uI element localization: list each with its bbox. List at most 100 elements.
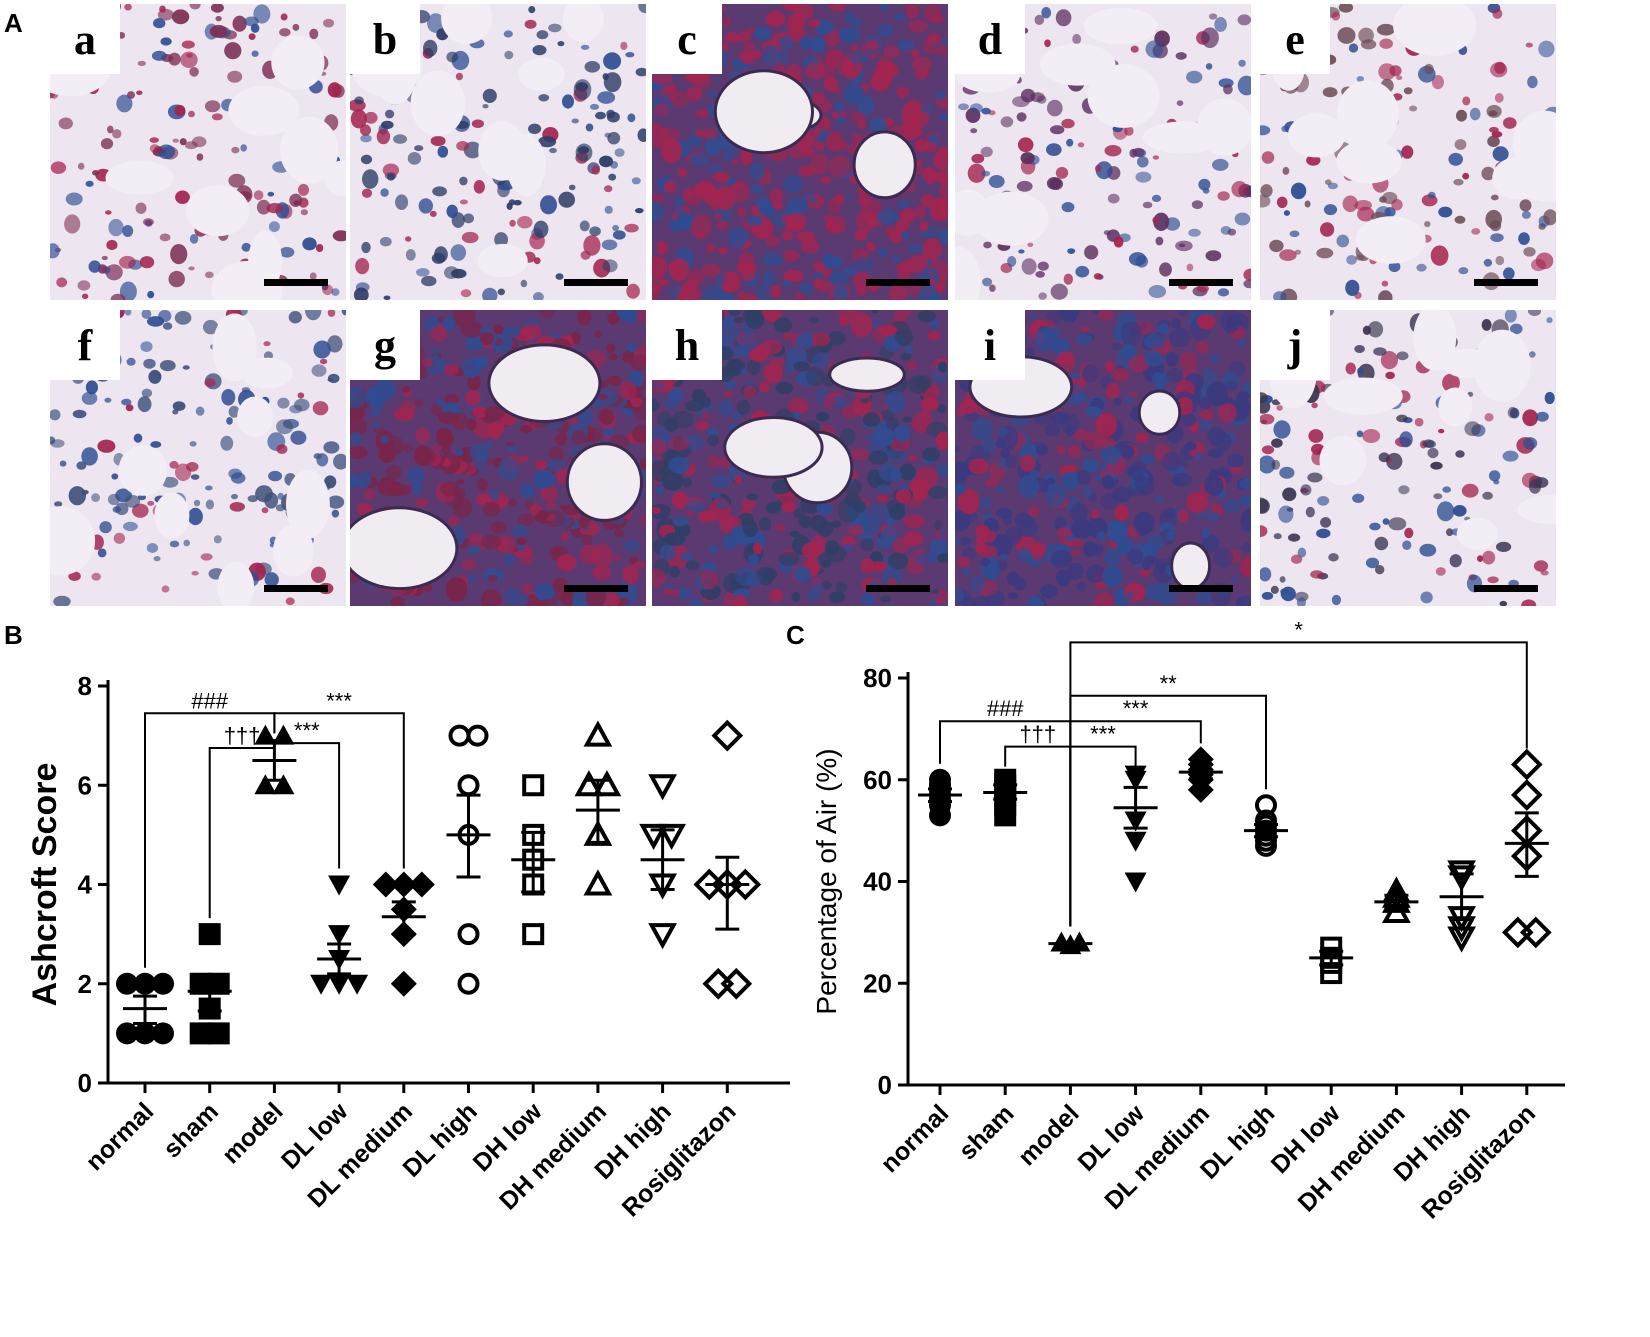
data-point <box>390 871 417 898</box>
bracket-line <box>1069 641 1528 927</box>
series-dl-high <box>446 724 491 995</box>
x-tick-label: normal <box>875 1099 954 1178</box>
micrograph-label: b <box>350 4 420 74</box>
data-point <box>272 774 295 795</box>
scale-bar <box>264 585 328 592</box>
data-point <box>189 1022 212 1045</box>
data-point <box>457 972 480 995</box>
data-point <box>1501 916 1534 949</box>
scale-bar <box>1474 279 1538 286</box>
scale-bar <box>564 279 628 286</box>
data-point <box>592 770 622 797</box>
data-point <box>134 1022 156 1045</box>
panel-label-c: C <box>786 620 805 650</box>
micrograph-label: e <box>1260 4 1330 74</box>
micrograph-label: j <box>1260 310 1330 380</box>
x-tick-label: Rosiglitazon <box>1416 1099 1541 1224</box>
bracket-line <box>1069 745 1137 927</box>
data-point <box>457 923 480 946</box>
micrograph-label: i <box>955 310 1025 380</box>
data-point <box>574 770 604 797</box>
data-point <box>702 967 735 1000</box>
data-point <box>929 768 951 791</box>
data-point <box>457 774 480 797</box>
significance-label: ††† <box>1019 722 1056 747</box>
significance-label: ### <box>191 688 228 713</box>
micrograph-label: h <box>652 310 722 380</box>
series-sham <box>187 923 232 1045</box>
data-point <box>657 823 686 851</box>
significance-label: ### <box>987 696 1024 721</box>
significance-label: ††† <box>224 723 261 748</box>
micrograph-d: d <box>955 4 1251 300</box>
series-dl-high <box>1244 794 1288 857</box>
significance-bracket: *** <box>273 688 405 869</box>
significance-bracket: *** <box>1069 722 1137 927</box>
series-rosiglitazon <box>693 719 762 1000</box>
data-point <box>583 819 613 846</box>
data-point <box>1255 794 1277 817</box>
series-dh-low <box>511 774 556 946</box>
data-point <box>729 868 762 901</box>
x-tick-label: model <box>1013 1099 1085 1171</box>
air-percentage-chart: 0 20 40 60 80 Percentage of Air (%) normal sham… <box>811 617 1565 1224</box>
data-point <box>254 774 277 795</box>
panel-label-a: A <box>4 8 23 38</box>
y-tick-label: 40 <box>863 867 892 897</box>
significance-bracket: ††† <box>208 723 276 919</box>
series-dl-medium <box>372 871 435 997</box>
data-point <box>522 774 545 797</box>
data-point <box>134 972 156 995</box>
data-point <box>1510 779 1543 811</box>
significance-label: *** <box>1123 696 1149 721</box>
significance-label: *** <box>294 718 320 743</box>
tissue-texture <box>652 310 948 606</box>
panel-label-b: B <box>4 620 23 650</box>
micrograph-label: g <box>350 310 420 380</box>
significance-bracket: * <box>1069 617 1528 927</box>
data-point <box>346 974 369 995</box>
data-point <box>152 1022 174 1045</box>
scale-bar <box>564 585 628 592</box>
y-axis-label: Ashcroft Score <box>26 763 64 1007</box>
data-point <box>328 974 351 995</box>
micrograph-label: c <box>652 4 722 74</box>
y-tick-label: 0 <box>878 1070 892 1100</box>
y-tick-label: 6 <box>78 770 92 800</box>
data-point <box>207 1022 230 1045</box>
scale-bar <box>866 279 930 286</box>
micrograph-a: a <box>50 4 346 300</box>
significance-bracket: *** <box>273 718 341 869</box>
data-point <box>639 823 668 851</box>
significance-label: *** <box>326 688 352 713</box>
data-point <box>408 871 435 898</box>
micrograph-label: f <box>50 310 120 380</box>
y-tick-label: 20 <box>863 968 892 998</box>
x-tick-label: normal <box>80 1097 159 1176</box>
series-dl-low <box>1113 765 1158 893</box>
data-point <box>116 1022 138 1045</box>
micrograph-g: g <box>350 310 646 606</box>
significance-bracket: ### <box>144 688 276 968</box>
series-normal <box>918 768 962 827</box>
data-point <box>198 923 221 946</box>
data-point <box>448 724 471 747</box>
tissue-texture <box>1260 4 1556 300</box>
series-dh-high <box>639 774 686 950</box>
data-point <box>310 974 333 995</box>
series-dh-medium <box>1374 876 1419 924</box>
series-dh-low <box>1309 936 1354 985</box>
data-point <box>116 972 138 995</box>
data-point <box>466 724 489 747</box>
tissue-texture <box>1260 310 1556 606</box>
series-sham <box>983 768 1028 827</box>
series-normal <box>116 972 174 1045</box>
micrograph-h: h <box>652 310 948 606</box>
data-point <box>583 720 613 747</box>
series-dl-medium <box>1178 746 1223 803</box>
tissue-texture <box>652 4 948 300</box>
y-tick-label: 0 <box>78 1068 92 1098</box>
data-point <box>1447 860 1476 887</box>
data-point <box>711 719 744 752</box>
series-model <box>1048 931 1093 955</box>
